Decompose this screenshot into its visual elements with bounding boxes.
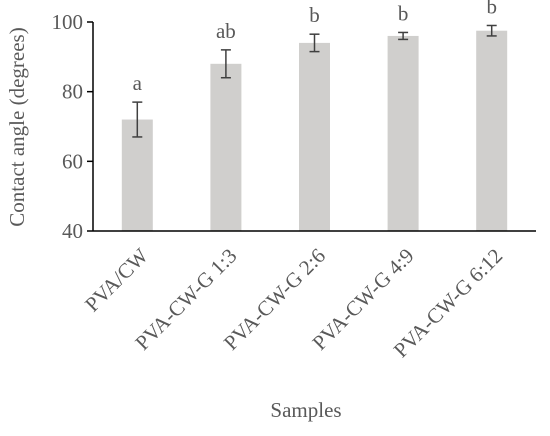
bars-group <box>121 30 508 232</box>
y-axis-title: Contact angle (degrees) <box>5 27 29 226</box>
significance-label: b <box>309 3 320 27</box>
y-tick-label: 100 <box>52 10 84 34</box>
bar <box>210 63 242 231</box>
bar <box>299 42 330 232</box>
bar <box>476 30 508 232</box>
y-tick-labels: 40 60 80 100 <box>52 10 84 243</box>
x-axis-title: Samples <box>270 398 341 422</box>
x-category-label: PVA/CW <box>80 243 153 316</box>
significance-label: a <box>133 71 143 95</box>
error-bars-group <box>132 24 497 138</box>
significance-label: b <box>398 1 409 25</box>
significance-label: b <box>486 0 497 18</box>
y-tick-label: 80 <box>62 80 83 104</box>
y-tick-marks <box>87 21 93 232</box>
y-tick-label: 60 <box>62 149 83 173</box>
significance-labels-group: a ab b b b <box>133 0 497 95</box>
y-tick-label: 40 <box>62 219 83 243</box>
bar <box>387 35 419 231</box>
significance-label: ab <box>216 19 236 43</box>
bar <box>121 119 153 231</box>
